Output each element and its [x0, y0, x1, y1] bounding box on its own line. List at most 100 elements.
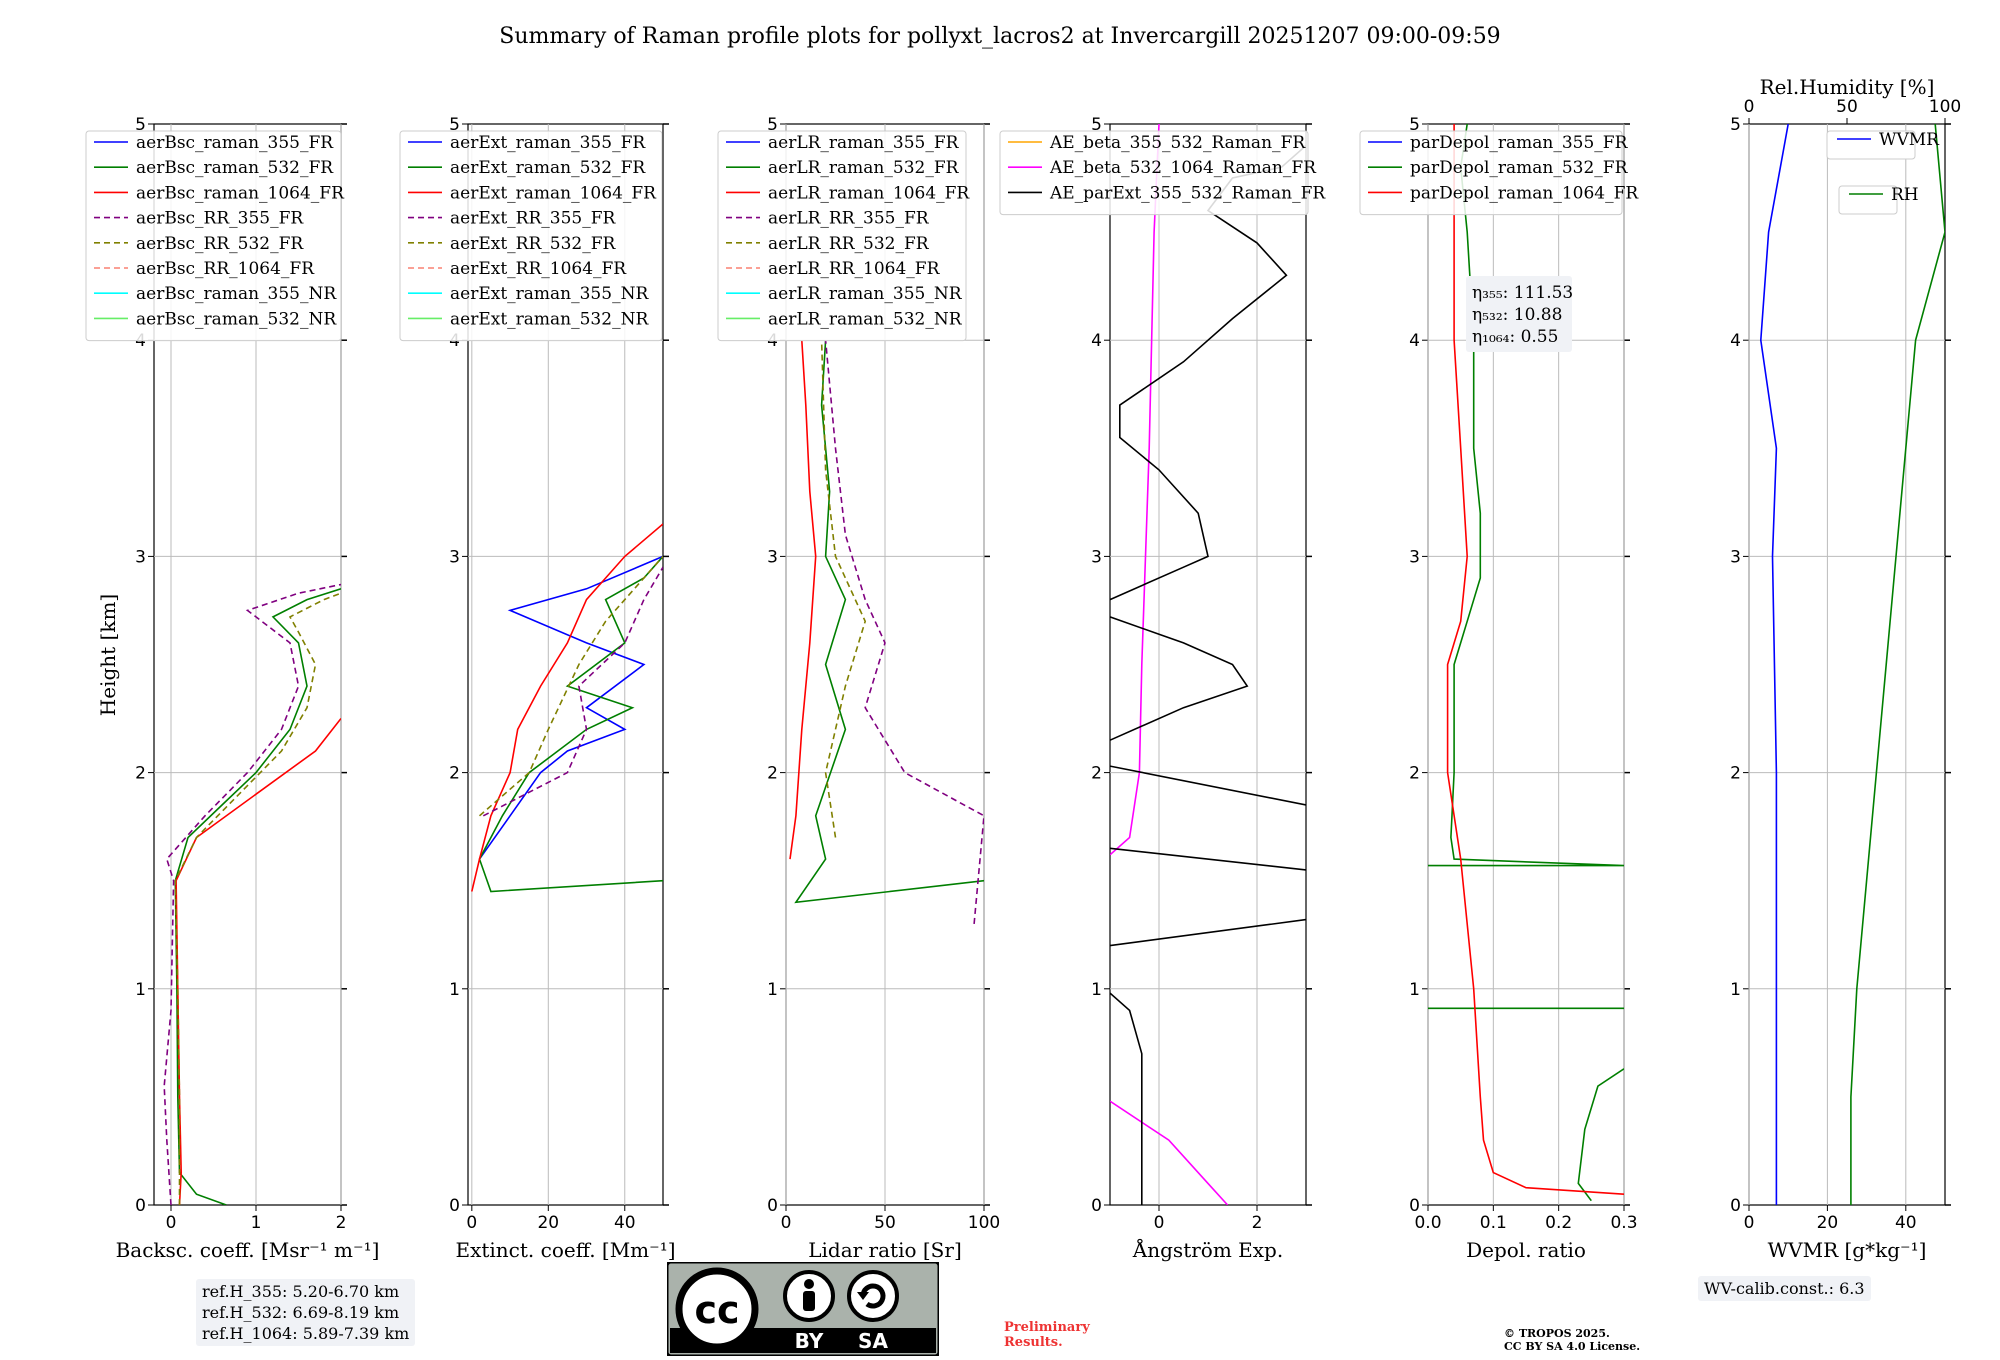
y-tick-label: 3: [1409, 547, 1420, 567]
x-tick-label: 40: [1895, 1213, 1917, 1233]
legend-entry: aerLR_raman_355_NR: [768, 284, 963, 304]
legend-entry: AE_beta_532_1064_Raman_FR: [1049, 158, 1317, 178]
y-tick-label: 5: [1730, 115, 1741, 135]
x-axis-label: Depol. ratio: [1466, 1238, 1586, 1262]
y-tick-label: 3: [1730, 547, 1741, 567]
series-group: [1110, 124, 1306, 1205]
legend-entry: RH: [1891, 185, 1919, 205]
y-tick-label: 5: [1091, 115, 1102, 135]
x-tick-label: 50: [874, 1213, 896, 1233]
legend-entry: AE_beta_355_532_Raman_FR: [1049, 133, 1306, 153]
y-tick-label: 2: [1730, 764, 1741, 784]
series-group: [163, 583, 341, 1205]
y-tick-label: 3: [1091, 547, 1102, 567]
x-tick-label: 0: [466, 1213, 477, 1233]
preliminary-results-note: Preliminary Results.: [1004, 1320, 1090, 1350]
panel-bsc: 0 1 2 3 4 5 0 1 2 Backsc. coeff. [Msr⁻¹ m⁻¹] aerBs…: [85, 115, 380, 1262]
legend-entry: parDepol_raman_1064_FR: [1410, 183, 1639, 203]
y-tick-label: 4: [449, 331, 460, 351]
legend-bsc: aerBsc_raman_355_FR aerBsc_raman_532_FRae…: [85, 130, 345, 342]
ref-height-532: ref.H_532: 6.69-8.19 km: [202, 1303, 400, 1322]
legend-ext: aerExt_raman_355_FR aerExt_raman_532_FRae…: [399, 130, 663, 342]
x-tick-label: 20: [1817, 1213, 1839, 1233]
cc-license-badge: cc BY SA: [667, 1262, 939, 1356]
annotation-line: η₁₀₆₄: 0.55: [1472, 327, 1558, 347]
y-axis-label: Height [km]: [96, 594, 120, 716]
series-line-WVMR: [1759, 124, 1789, 1205]
legend-entry: aerBsc_raman_532_NR: [136, 309, 337, 329]
legend-entry: aerBsc_raman_355_FR: [136, 133, 334, 153]
x-axis-label: Backsc. coeff. [Msr⁻¹ m⁻¹]: [116, 1238, 380, 1262]
series-line-aerBsc_RR_532_FR: [174, 592, 341, 1205]
panel-frame: [467, 123, 664, 1206]
copyright-note: © TROPOS 2025. CC BY SA 4.0 License.: [1504, 1327, 1640, 1353]
annotation-line: η₃₅₅: 111.53: [1472, 283, 1573, 303]
series-line-AE_parExt_355_532_Raman_FR_c: [1110, 847, 1306, 871]
legend-entry: aerBsc_raman_355_NR: [136, 284, 337, 304]
copyright-line-2: CC BY SA 4.0 License.: [1504, 1340, 1641, 1353]
series-line-AE_parExt_355_532_Raman_FR_d: [1110, 765, 1306, 806]
y-tick-label: 0: [1730, 1196, 1741, 1216]
legend-entry: aerExt_RR_355_FR: [450, 209, 616, 229]
legend-entry: aerLR_RR_355_FR: [768, 209, 930, 229]
series-line-parDepol_raman_532_FR_c: [1428, 124, 1624, 867]
ref-height-355: ref.H_355: 5.20-6.70 km: [202, 1282, 400, 1301]
series-line-aerExt_raman_532_FR: [478, 555, 663, 893]
legend-box: [999, 130, 1309, 216]
y-tick-label: 1: [1091, 980, 1102, 1000]
reference-height-box: ref.H_355: 5.20-6.70 km ref.H_532: 6.69-…: [196, 1279, 416, 1346]
series-line-aerBsc_raman_1064_FR: [175, 718, 341, 1205]
legend-entry: parDepol_raman_355_FR: [1410, 133, 1629, 153]
y-tick-label: 1: [135, 980, 146, 1000]
series-line-aerBsc_raman_532_FR: [174, 588, 341, 1205]
legend-entry: aerBsc_RR_532_FR: [136, 234, 304, 254]
series-line-AE_parExt_355_532_Raman_FR_b: [1110, 918, 1306, 947]
panel-ext: 0 1 2 3 4 5 0 20 40 Extinct. coeff. [Mm⁻¹] aerExt_…: [399, 115, 676, 1262]
series-line-aerExt_raman_355_FR: [478, 555, 663, 860]
y-tick-label: 0: [449, 1196, 460, 1216]
legend-entry: aerLR_raman_355_FR: [768, 133, 960, 153]
series-line-aerExt_RR_355_FR: [482, 566, 663, 817]
y-tick-label: 2: [135, 764, 146, 784]
y-tick-label: 0: [1091, 1196, 1102, 1216]
y-tick-label: 3: [449, 547, 460, 567]
top-x-tick-label: 50: [1836, 97, 1858, 117]
legend-entry: aerLR_raman_1064_FR: [768, 183, 970, 203]
series-line-AE_parExt_355_532_Raman_FR_e: [1110, 616, 1249, 741]
legend-entry: aerBsc_raman_1064_FR: [136, 183, 345, 203]
legend-entry: aerLR_raman_532_NR: [768, 309, 963, 329]
x-tick-label: 20: [537, 1213, 559, 1233]
series-group: [1428, 124, 1624, 1202]
x-tick-label: 0: [781, 1213, 792, 1233]
copyright-line-1: © TROPOS 2025.: [1504, 1327, 1610, 1340]
y-tick-label: 0: [767, 1196, 778, 1216]
legend-wv: WVMR RH: [1826, 130, 1940, 215]
legend-box: [1359, 130, 1623, 216]
series-line-AE_parExt_355_532_Raman_FR: [1110, 992, 1143, 1205]
x-axis-label: Lidar ratio [Sr]: [808, 1238, 962, 1262]
y-tick-label: 1: [449, 980, 460, 1000]
top-x-tick-label: 100: [1929, 97, 1961, 117]
series-line-aerExt_raman_1064_FR: [471, 523, 663, 892]
x-axis-label: Extinct. coeff. [Mm⁻¹]: [455, 1238, 675, 1262]
y-tick-label: 0: [1409, 1196, 1420, 1216]
y-tick-label: 0: [135, 1196, 146, 1216]
series-line-parDepol_raman_532_FR: [1577, 1068, 1624, 1202]
legend-box: [85, 130, 342, 342]
x-tick-label: 0: [166, 1213, 177, 1233]
legend-entry: aerLR_raman_532_FR: [768, 158, 960, 178]
series-group: [471, 523, 663, 893]
x-tick-label: 0.3: [1610, 1213, 1637, 1233]
legend-box: [1826, 130, 1916, 160]
y-tick-label: 3: [135, 547, 146, 567]
panel-frame: [1748, 123, 1946, 1206]
panel-ae: 0 1 2 3 4 5 0 2 Ångström Exp. AE_beta_355_532_Ram…: [999, 115, 1326, 1262]
y-tick-label: 1: [1730, 980, 1741, 1000]
y-tick-label: 2: [1409, 764, 1420, 784]
y-tick-label: 5: [767, 115, 778, 135]
y-tick-label: 2: [449, 764, 460, 784]
